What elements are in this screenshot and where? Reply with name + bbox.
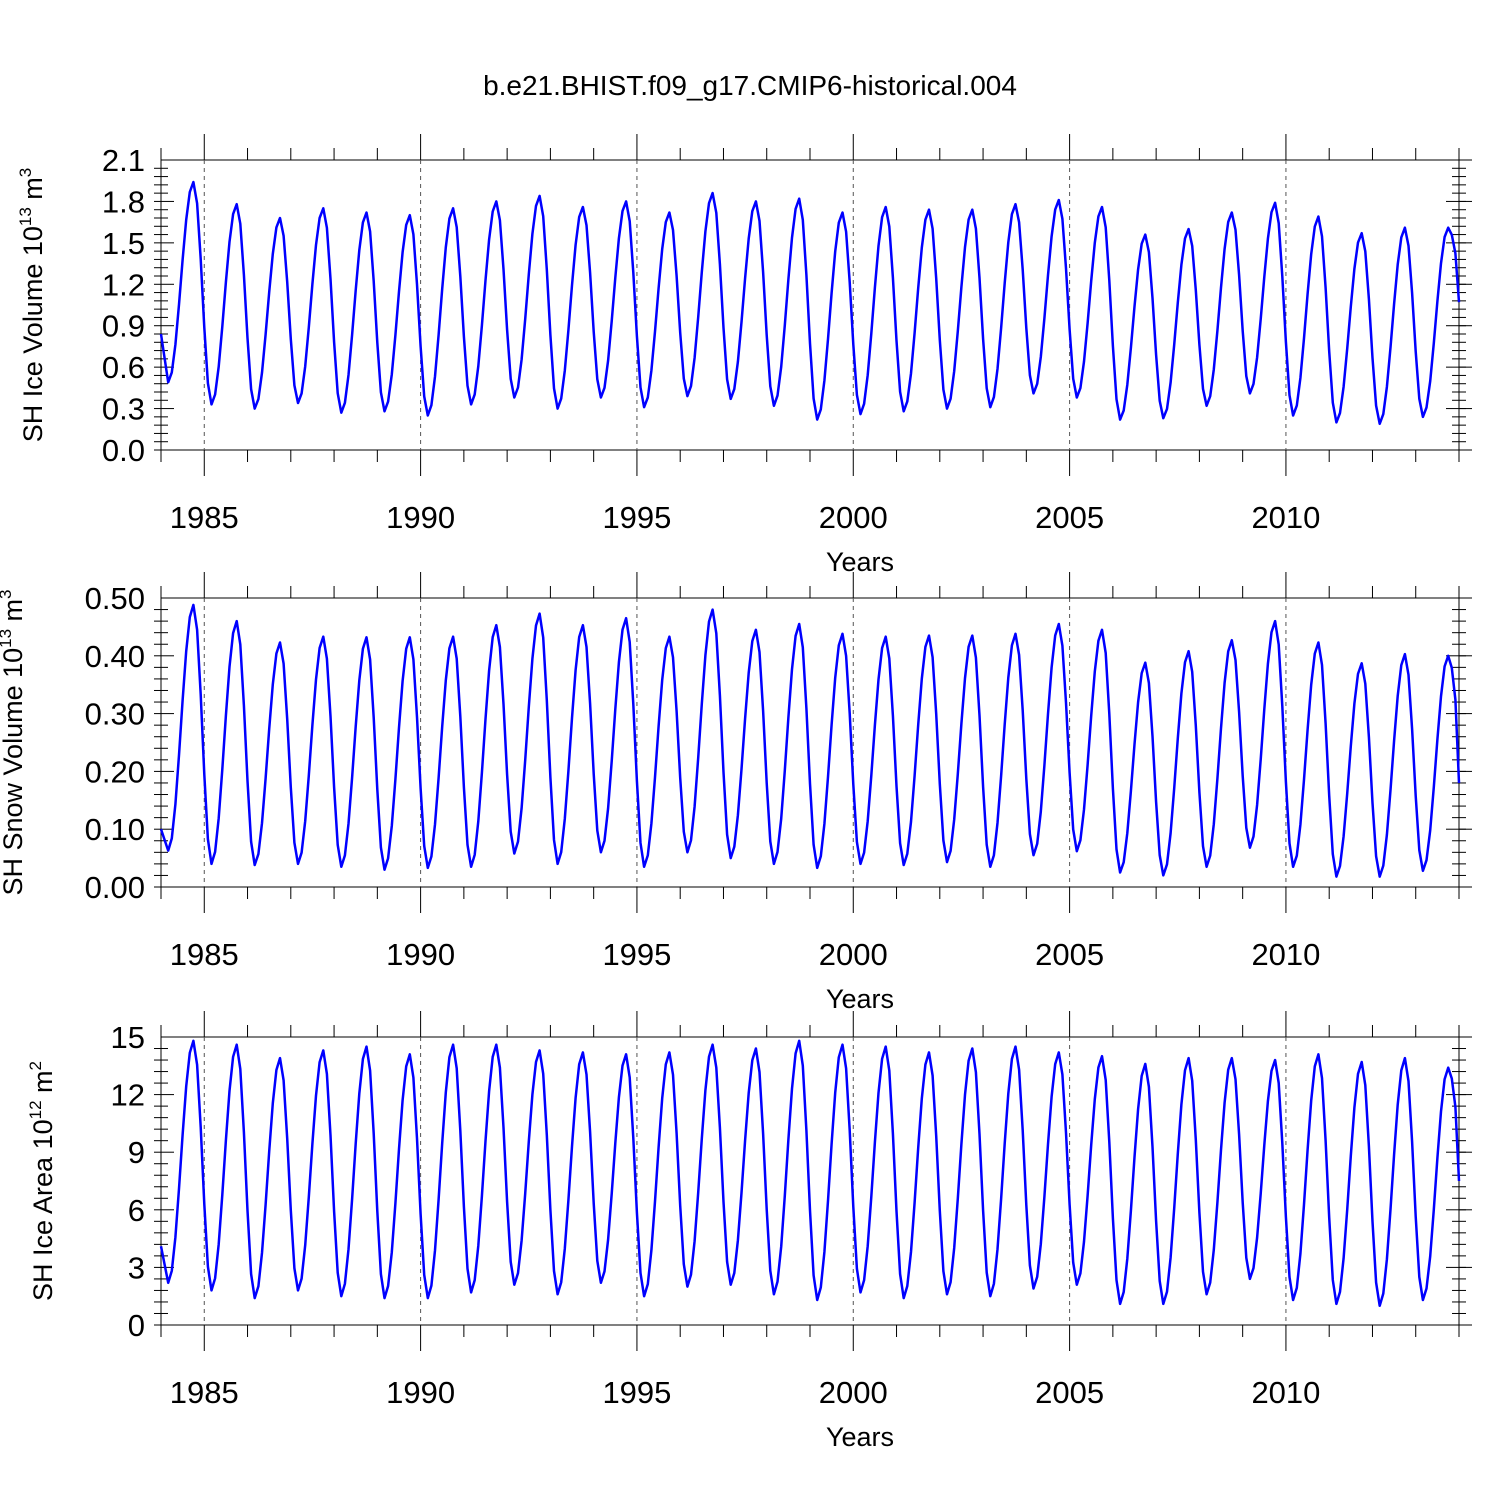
snow-volume-ytick-label: 0.20 [85,754,145,789]
ice-area-series-line [159,1039,1461,1308]
snow-volume-xtick-label: 2010 [1251,937,1320,972]
ice-volume-ytick-label: 0.0 [102,433,145,468]
ice-area-ytick-label: 9 [128,1135,145,1170]
snow-volume-xlabel: Years [826,984,894,1014]
ice-area-ylabel: SH Ice Area 1012 m2 [26,1061,58,1301]
snow-volume-ytick-label: 0.10 [85,812,145,847]
snow-volume-ytick-label: 0.30 [85,697,145,732]
snow-volume-ylabel: SH Snow Volume 1013 m3 [0,589,28,895]
ice-area-ytick-label: 12 [111,1078,145,1113]
ice-volume-ytick-label: 1.2 [102,267,145,302]
snow-volume-xtick-label: 2000 [819,937,888,972]
figure-title: b.e21.BHIST.f09_g17.CMIP6-historical.004 [483,70,1017,101]
ice-area-xtick-label: 2010 [1251,1375,1320,1410]
ice-volume-xtick-label: 2000 [819,500,888,535]
ice-volume-xtick-label: 2010 [1251,500,1320,535]
snow-volume-series-line [159,603,1461,878]
snow-volume-xtick-label: 1995 [602,937,671,972]
snow-volume-ytick-label: 0.40 [85,639,145,674]
ice-volume-xtick-label: 1995 [602,500,671,535]
ice-volume-panel: 1985 1990 1995 2000 2005 2010 Years 0.0 0.3 0.6 0.… [16,134,1472,577]
ice-area-ytick-label: 6 [128,1193,145,1228]
ice-volume-xtick-label: 1985 [170,500,239,535]
ice-volume-xtick-label: 2005 [1035,500,1104,535]
ice-volume-ylabel: SH Ice Volume 1013 m3 [16,168,48,443]
ice-area-xtick-label: 1995 [602,1375,671,1410]
ice-volume-ytick-label: 0.3 [102,392,145,427]
ice-area-xlabel: Years [826,1422,894,1452]
ice-area-xtick-label: 2000 [819,1375,888,1410]
ice-volume-xtick-label: 1990 [386,500,455,535]
snow-volume-xtick-label: 2005 [1035,937,1104,972]
snow-volume-panel: 1985 1990 1995 2000 2005 2010 Years 0.00 0.10 0.2… [0,572,1472,1014]
ice-volume-xlabel: Years [826,547,894,577]
ice-area-frame [160,1036,1460,1326]
ice-area-ytick-label: 3 [128,1250,145,1285]
snow-volume-ytick-label: 0.50 [85,581,145,616]
ice-volume-series-line [159,180,1461,426]
ice-volume-ytick-label: 2.1 [102,143,145,178]
ice-volume-ytick-label: 0.9 [102,309,145,344]
ice-volume-ytick-label: 0.6 [102,350,145,385]
ice-area-xtick-label: 1990 [386,1375,455,1410]
ice-volume-ytick-label: 1.8 [102,184,145,219]
ice-volume-ytick-label: 1.5 [102,226,145,261]
ice-area-ytick-label: 0 [128,1308,145,1343]
ice-area-xtick-label: 1985 [170,1375,239,1410]
snow-volume-xtick-label: 1990 [386,937,455,972]
snow-volume-xtick-label: 1985 [170,937,239,972]
ice-area-xtick-label: 2005 [1035,1375,1104,1410]
ice-area-ytick-label: 15 [111,1020,145,1055]
ice-area-panel: 1985 1990 1995 2000 2005 2010 Years 0 3 6 9 12 15 SH … [26,1011,1472,1452]
snow-volume-ytick-label: 0.00 [85,870,145,905]
